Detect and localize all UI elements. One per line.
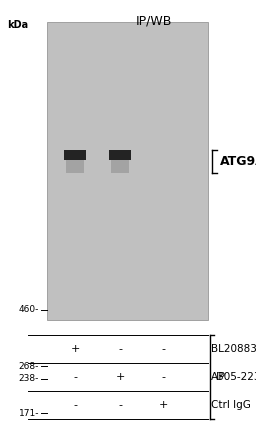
Text: -: - [118, 400, 122, 410]
Text: 268-: 268- [19, 362, 39, 371]
Text: kDa: kDa [7, 20, 28, 30]
Text: -: - [73, 400, 77, 410]
Text: A305-223A: A305-223A [211, 372, 256, 382]
Text: ATG9A: ATG9A [220, 155, 256, 168]
FancyBboxPatch shape [66, 159, 84, 173]
FancyBboxPatch shape [109, 150, 131, 159]
Text: +: + [115, 372, 125, 382]
Text: -: - [161, 372, 165, 382]
Text: -: - [161, 344, 165, 354]
Text: -: - [73, 372, 77, 382]
Text: 171-: 171- [18, 409, 39, 418]
FancyBboxPatch shape [111, 159, 129, 173]
Text: 460-: 460- [19, 306, 39, 315]
Text: 238-: 238- [19, 374, 39, 383]
FancyBboxPatch shape [64, 150, 86, 159]
Text: BL20883: BL20883 [211, 344, 256, 354]
Text: Ctrl IgG: Ctrl IgG [211, 400, 251, 410]
Text: +: + [70, 344, 80, 354]
Text: IP/WB: IP/WB [135, 14, 172, 27]
Text: -: - [118, 344, 122, 354]
Text: IP: IP [216, 372, 226, 382]
FancyBboxPatch shape [47, 22, 208, 320]
Text: +: + [158, 400, 168, 410]
